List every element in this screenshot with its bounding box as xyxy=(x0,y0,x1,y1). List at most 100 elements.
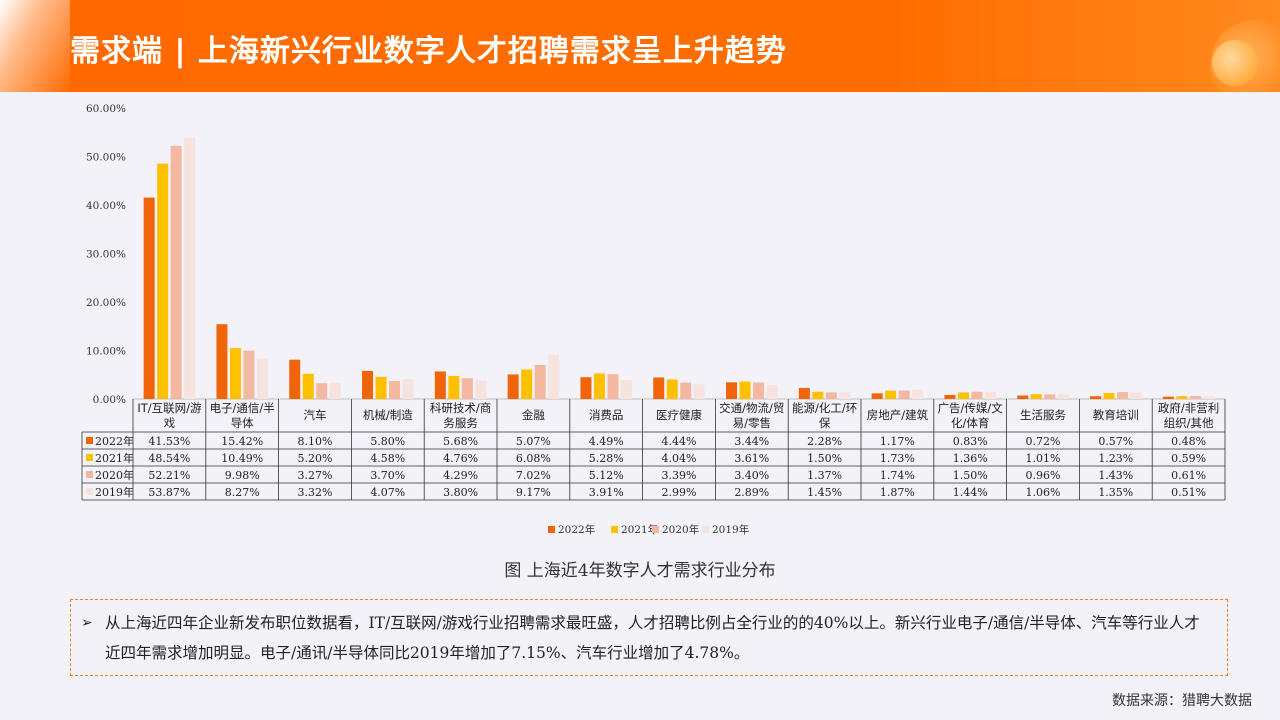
bar xyxy=(739,381,751,399)
category-label: 戏 xyxy=(164,416,176,430)
bar xyxy=(389,381,401,399)
legend-swatch xyxy=(702,526,709,533)
data-label: 3.91% xyxy=(589,486,624,499)
data-label: 4.04% xyxy=(662,452,697,465)
data-label: 4.07% xyxy=(370,486,405,499)
data-label: 0.72% xyxy=(1026,435,1061,448)
category-label: 机械/制造 xyxy=(363,408,413,422)
bar xyxy=(216,324,228,399)
data-label: 5.68% xyxy=(443,435,478,448)
y-tick-label: 10.00% xyxy=(86,346,126,358)
category-label: 生活服务 xyxy=(1020,408,1066,422)
data-label: 1.36% xyxy=(953,452,988,465)
data-label: 1.01% xyxy=(1026,452,1061,465)
data-label: 4.76% xyxy=(443,452,478,465)
data-label: 0.48% xyxy=(1171,435,1206,448)
legend-label: 2019年 xyxy=(712,523,749,536)
data-label: 0.83% xyxy=(953,435,988,448)
data-label: 1.44% xyxy=(953,486,988,499)
legend-label: 2021年 xyxy=(621,523,658,536)
bar xyxy=(243,350,255,399)
bar xyxy=(329,382,341,399)
row-series-label: 2020年 xyxy=(95,468,134,482)
bar xyxy=(766,384,778,399)
data-label: 15.42% xyxy=(221,435,263,448)
data-label: 9.98% xyxy=(225,469,260,482)
data-label: 5.12% xyxy=(589,469,624,482)
bar-chart-with-data-table: 0.00% 10.00% 20.00% 30.00% 40.00% 50.00% 60.00… xyxy=(81,103,1226,536)
bar xyxy=(461,378,473,399)
bar xyxy=(507,374,519,399)
data-label: 41.53% xyxy=(148,435,190,448)
category-label: 组织/其他 xyxy=(1164,416,1214,430)
bar xyxy=(316,383,328,399)
bar xyxy=(229,348,241,399)
data-source: 数据来源：猎聘大数据 xyxy=(1112,693,1252,709)
legend-swatch xyxy=(611,526,618,533)
data-label: 52.21% xyxy=(148,469,190,482)
data-label: 48.54% xyxy=(148,452,190,465)
data-label: 2.99% xyxy=(662,486,697,499)
data-label: 5.80% xyxy=(370,435,405,448)
bar xyxy=(302,373,314,399)
bar xyxy=(402,379,414,399)
bar xyxy=(944,394,956,399)
header-banner: 需求端 | 上海新兴行业数字人才招聘需求呈上升趋势 xyxy=(0,0,1280,92)
row-series-label: 2019年 xyxy=(95,485,134,499)
bar xyxy=(693,384,705,399)
data-label: 4.29% xyxy=(443,469,478,482)
y-tick-label: 20.00% xyxy=(86,297,126,309)
data-label: 3.61% xyxy=(734,452,769,465)
data-label: 1.45% xyxy=(807,486,842,499)
bar xyxy=(1090,396,1102,399)
category-label: 教育培训 xyxy=(1093,408,1139,422)
bar xyxy=(521,369,533,399)
row-series-label: 2022年 xyxy=(95,434,134,448)
data-label: 1.43% xyxy=(1098,469,1133,482)
bar xyxy=(1189,396,1201,399)
data-label: 1.23% xyxy=(1098,452,1133,465)
category-label: 电子/通信/半 xyxy=(210,401,275,415)
y-tick-label: 60.00% xyxy=(86,103,126,115)
summary-note: ➢ 从上海近四年企业新发布职位数据看，IT/互联网/游戏行业招聘需求最旺盛，人才… xyxy=(70,599,1228,676)
bar xyxy=(448,375,460,399)
bar xyxy=(1044,394,1056,399)
bar xyxy=(1130,392,1142,399)
category-label: 化/体育 xyxy=(951,416,989,430)
bar xyxy=(534,364,546,399)
bar xyxy=(1030,394,1042,399)
category-label: 消费品 xyxy=(589,408,624,422)
category-label: 保 xyxy=(819,416,831,430)
bar xyxy=(912,389,924,399)
bar xyxy=(825,392,837,399)
data-label: 0.51% xyxy=(1171,486,1206,499)
data-label: 1.50% xyxy=(953,469,988,482)
bar xyxy=(607,374,619,399)
data-label: 5.28% xyxy=(589,452,624,465)
data-label: 1.73% xyxy=(880,452,915,465)
data-label: 5.20% xyxy=(298,452,333,465)
chart-caption: 图 上海近4年数字人才需求行业分布 xyxy=(504,561,776,581)
legend-swatch xyxy=(652,526,659,533)
data-label: 1.35% xyxy=(1098,486,1133,499)
bar xyxy=(871,393,883,399)
bar xyxy=(839,391,851,399)
bar xyxy=(620,380,632,399)
bar xyxy=(170,145,182,399)
data-label: 9.17% xyxy=(516,486,551,499)
bar xyxy=(143,197,155,399)
data-label: 3.80% xyxy=(443,486,478,499)
arrow-bullet-icon: ➢ xyxy=(81,615,93,631)
bar xyxy=(434,371,446,399)
bar xyxy=(957,392,969,399)
data-label: 3.27% xyxy=(298,469,333,482)
data-label: 1.87% xyxy=(880,486,915,499)
category-label: 医疗健康 xyxy=(656,408,702,422)
data-label: 4.44% xyxy=(662,435,697,448)
row-legend-swatch xyxy=(86,471,93,478)
data-label: 2.28% xyxy=(807,435,842,448)
bar xyxy=(1017,395,1029,399)
data-label: 5.07% xyxy=(516,435,551,448)
bar xyxy=(885,390,897,399)
bar xyxy=(1162,396,1174,399)
